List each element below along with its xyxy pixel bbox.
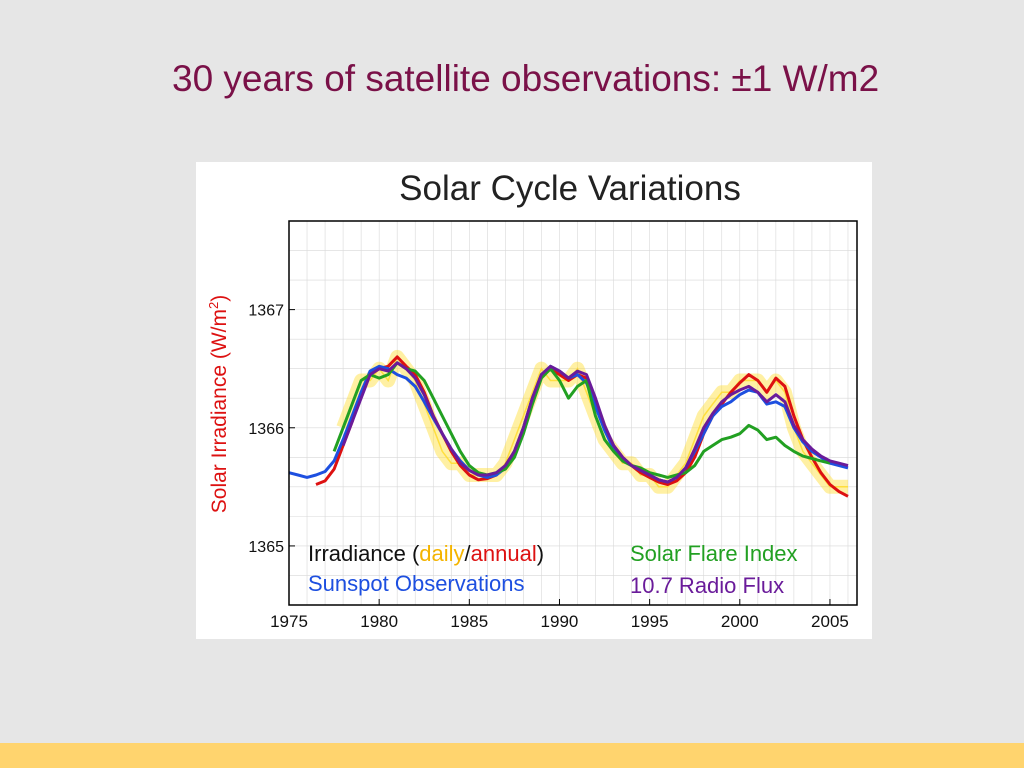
legend-radio: 10.7 Radio Flux xyxy=(630,573,784,598)
y-axis-label: Solar Irradiance (W/m2) xyxy=(206,295,231,513)
x-tick-label: 1985 xyxy=(450,612,488,631)
legend-slash: / xyxy=(465,541,472,566)
legend-irradiance: Irradiance (daily/annual) xyxy=(308,541,544,566)
series-flare-line xyxy=(332,361,831,479)
legend-daily: daily xyxy=(419,541,464,566)
legend-sunspot: Sunspot Observations xyxy=(308,571,524,596)
legend: Irradiance (daily/annual) Sunspot Observ… xyxy=(308,541,798,598)
x-tick-label: 1980 xyxy=(360,612,398,631)
plot-frame xyxy=(288,220,858,606)
chart-svg: Solar Cycle Variations 1975 1980 1985 1990 1… xyxy=(206,169,858,631)
y-axis-label-text: Solar Irradiance (W/m xyxy=(208,309,231,513)
series-radio-line xyxy=(341,361,849,484)
legend-flare: Solar Flare Index xyxy=(630,541,798,566)
series-annual-line xyxy=(315,355,849,498)
chart-title: Solar Cycle Variations xyxy=(399,169,741,208)
chart-panel: Solar Cycle Variations 1975 1980 1985 1990 1… xyxy=(196,162,872,639)
x-tick-label: 1975 xyxy=(270,612,308,631)
y-axis-label-superscript: 2 xyxy=(206,302,221,309)
legend-annual: annual xyxy=(471,541,537,566)
x-tick-label: 1990 xyxy=(541,612,579,631)
y-tick-label: 1367 xyxy=(248,303,284,320)
y-axis-label-close: ) xyxy=(208,295,231,302)
plot-area: 1975 1980 1985 1990 1995 2000 2005 1365 1366 1367 xyxy=(248,220,858,631)
x-tick-label: 2005 xyxy=(811,612,849,631)
x-tick-label: 2000 xyxy=(721,612,759,631)
footer-bar xyxy=(0,743,1024,768)
x-tick-label: 1995 xyxy=(631,612,669,631)
slide-title: 30 years of satellite observations: ±1 W… xyxy=(172,58,880,99)
y-tick-label: 1365 xyxy=(248,539,284,556)
legend-irradiance-prefix: Irradiance ( xyxy=(308,541,420,566)
y-tick-label: 1366 xyxy=(248,421,284,438)
legend-irradiance-suffix: ) xyxy=(537,541,544,566)
plot-background xyxy=(289,221,857,605)
